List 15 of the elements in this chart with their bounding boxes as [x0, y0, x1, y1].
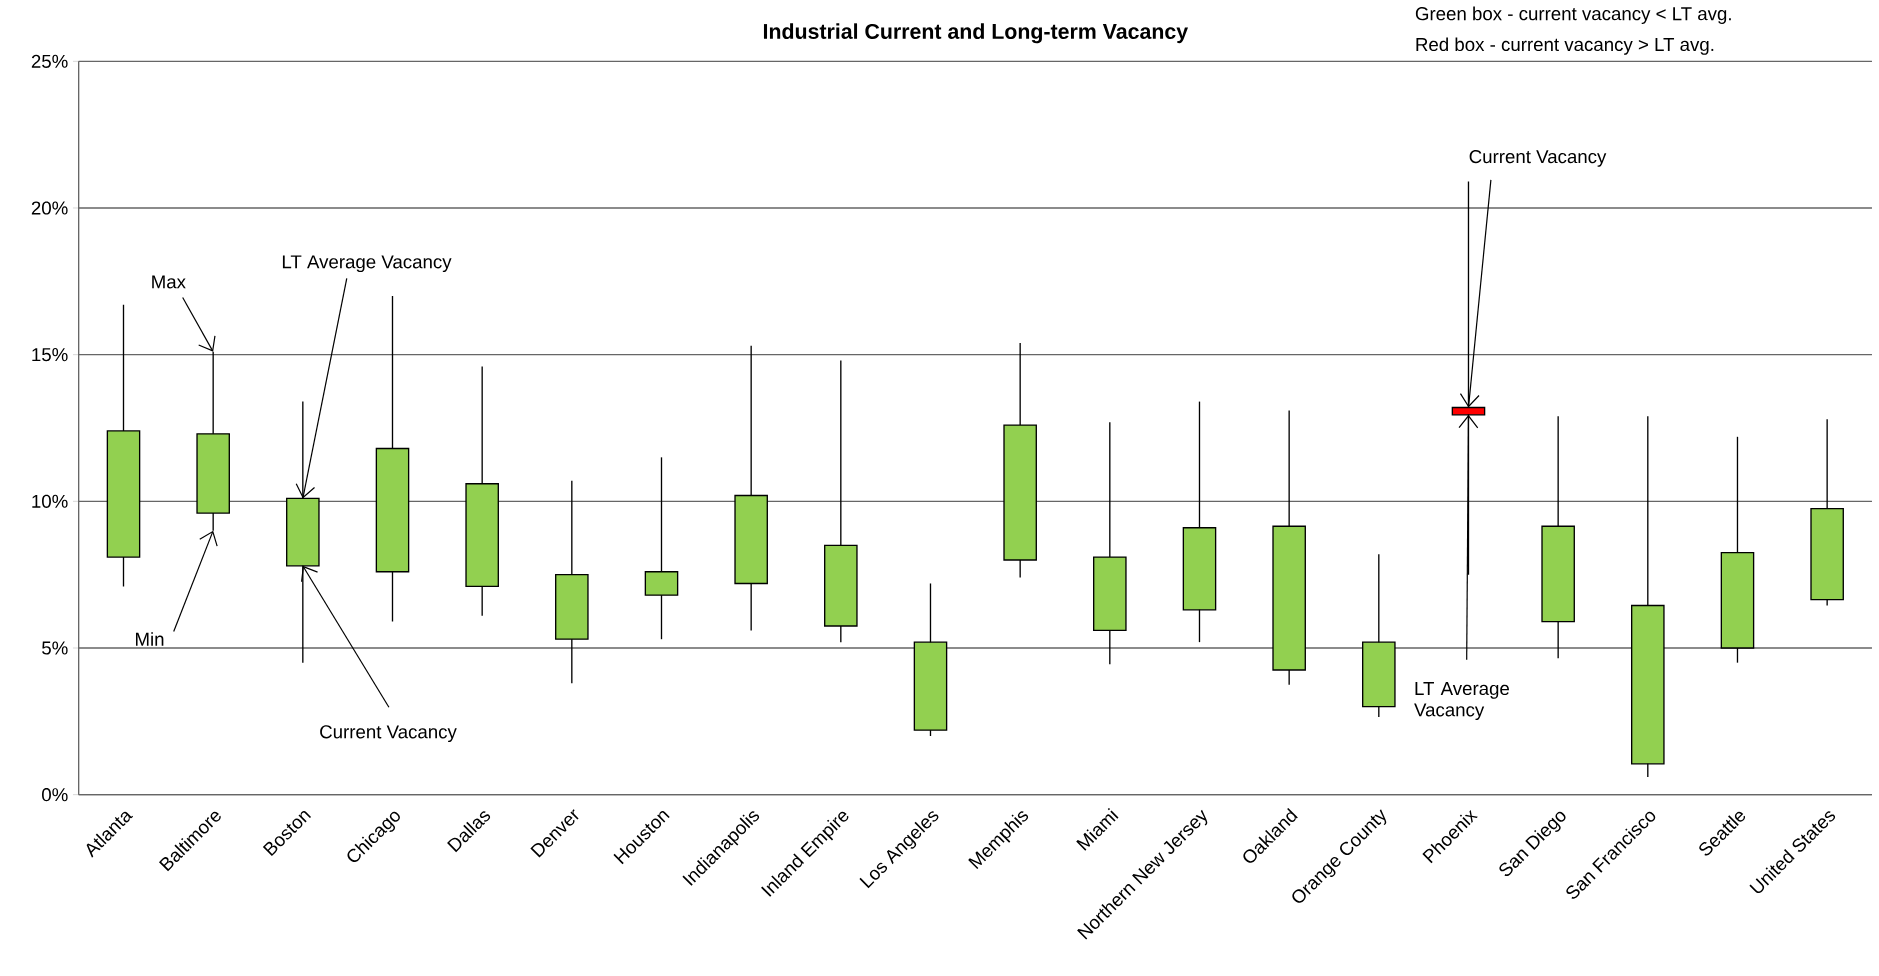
- y-tick-label: 10%: [32, 494, 68, 508]
- text: Red box - current vacancy > LT avg.: [1416, 37, 1714, 55]
- y-tick-label: 15%: [32, 348, 68, 362]
- y-tick-label: 0%: [42, 788, 68, 802]
- chart-title: Industrial Current and Long-term Vacancy: [763, 23, 1189, 44]
- annotation: LT Average Vacancy: [282, 255, 452, 273]
- annotation: Min: [135, 632, 164, 646]
- annotation: LT Average Vacancy: [1414, 682, 1510, 721]
- y-tick-label: 20%: [31, 201, 68, 215]
- text: Green box - current vacancy < LT avg.: [1415, 6, 1731, 24]
- y-tick-label: 5%: [42, 641, 68, 655]
- y-tick-label: 25%: [31, 54, 68, 68]
- annotation: Current Vacancy: [1469, 149, 1607, 167]
- annotation: Current Vacancy: [320, 725, 457, 743]
- annotation: Max: [152, 275, 186, 289]
